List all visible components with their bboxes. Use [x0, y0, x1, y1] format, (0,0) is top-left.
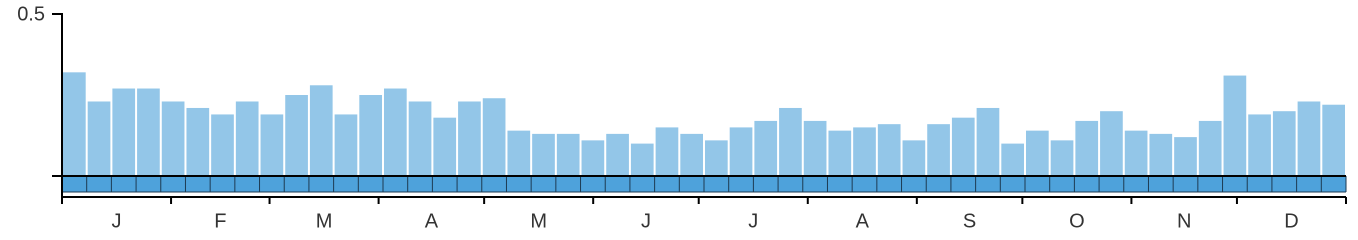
bar: [803, 120, 827, 176]
bar: [63, 72, 86, 176]
bar: [1248, 114, 1271, 176]
bar: [655, 127, 679, 176]
bar: [581, 140, 605, 176]
bar: [1124, 130, 1148, 176]
bar: [754, 120, 778, 176]
month-label: A: [856, 210, 870, 232]
month-label: D: [1284, 210, 1298, 232]
month-label: J: [748, 210, 758, 232]
bar: [186, 107, 210, 176]
y-tick-label: 0.5: [17, 3, 45, 25]
month-label: S: [963, 210, 976, 232]
month-label: A: [425, 210, 439, 232]
bar: [927, 124, 950, 176]
bar: [482, 98, 506, 176]
bar: [1149, 133, 1173, 176]
bar: [1272, 111, 1296, 176]
bar: [1174, 137, 1197, 176]
bar: [532, 133, 555, 176]
bar: [384, 88, 407, 176]
month-label: J: [112, 210, 122, 232]
bar: [1026, 130, 1049, 176]
bar: [853, 127, 876, 176]
bar: [1198, 120, 1222, 176]
bar: [359, 95, 382, 176]
bar: [902, 140, 926, 176]
bar: [507, 130, 531, 176]
bar: [433, 117, 457, 176]
bar: [828, 130, 852, 176]
bar: [87, 101, 111, 176]
month-label: O: [1069, 210, 1085, 232]
month-label: N: [1177, 210, 1191, 232]
bar: [1223, 75, 1247, 176]
bar: [1322, 104, 1345, 176]
bar: [951, 117, 975, 176]
bar: [235, 101, 259, 176]
bar: [779, 107, 802, 176]
month-label: M: [530, 210, 547, 232]
bar: [1050, 140, 1074, 176]
bar: [680, 133, 703, 176]
bar: [877, 124, 901, 176]
bar: [112, 88, 136, 176]
bar: [729, 127, 753, 176]
bar: [309, 85, 333, 176]
bar: [408, 101, 432, 176]
bar: [285, 95, 308, 176]
month-label: F: [214, 210, 226, 232]
bar: [630, 143, 654, 176]
bar: [1297, 101, 1321, 176]
bar: [137, 88, 160, 176]
bar: [161, 101, 185, 176]
bar: [705, 140, 728, 176]
bar: [260, 114, 284, 176]
month-label: J: [641, 210, 651, 232]
bar: [211, 114, 234, 176]
bar: [976, 107, 1000, 176]
bar: [1001, 143, 1024, 176]
bar: [1075, 120, 1099, 176]
bar: [458, 101, 481, 176]
bar: [606, 133, 629, 176]
bar: [334, 114, 358, 176]
bar: [1100, 111, 1123, 176]
month-label: M: [316, 210, 333, 232]
bar: [556, 133, 580, 176]
